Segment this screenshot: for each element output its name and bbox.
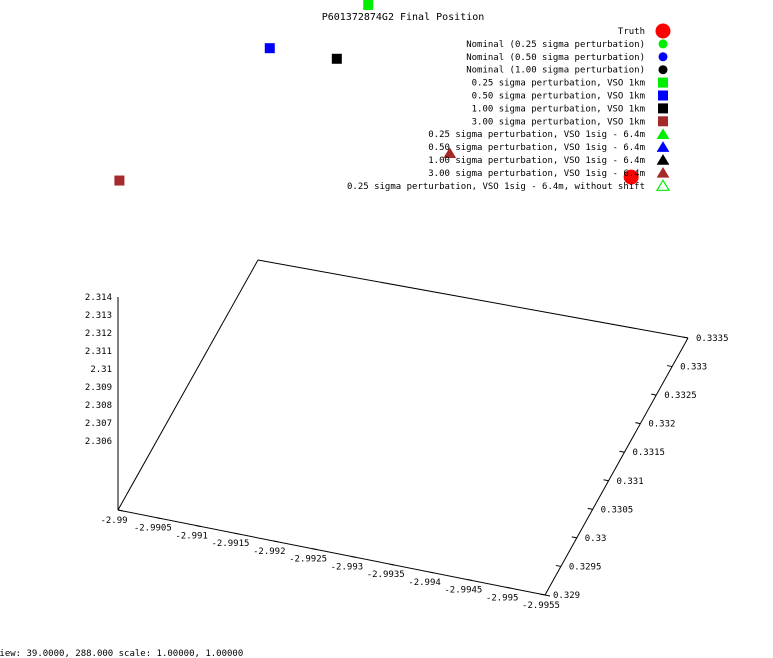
legend-marker	[656, 166, 670, 178]
x-tick-label: -2.991	[175, 531, 208, 541]
axes-frame	[117, 259, 689, 596]
legend-label: 1.00 sigma perturbation, VSO 1km	[472, 104, 645, 114]
legend-label: 0.50 sigma perturbation, VSO 1sig - 6.4m	[428, 143, 645, 153]
legend-marker	[656, 128, 670, 139]
data-point	[331, 53, 342, 64]
y-tick-mark	[651, 393, 657, 396]
y-axis-ticks: 0.329 0.3295 0.33 0.3305 0.331 0.3315 0.332 0.3…	[539, 334, 729, 601]
x-tick-mark	[195, 524, 201, 527]
z-tick-label: 2.313	[85, 311, 112, 321]
legend-marker	[658, 103, 668, 114]
legend-label: 0.50 sigma perturbation, VSO 1km	[472, 92, 645, 102]
legend-label: Nominal (0.50 sigma perturbation)	[466, 53, 645, 63]
x-tick-mark	[156, 517, 162, 520]
z-tick-label: 2.306	[85, 437, 112, 447]
data-point	[443, 147, 457, 159]
data-point	[623, 169, 639, 185]
z-tick-label: 2.31	[90, 365, 112, 375]
legend-marker	[658, 52, 668, 62]
y-tick-label: 0.3305	[601, 505, 634, 515]
y-tick-mark	[667, 365, 673, 368]
legend-label: Nominal (0.25 sigma perturbation)	[466, 40, 645, 50]
legend: Truth Nominal (0.25 sigma perturbation) No…	[347, 23, 671, 192]
legend-label: 0.25 sigma perturbation, VSO 1km	[472, 79, 645, 89]
x-axis-ticks: -2.99 -2.9905-2.991-2.9915 -2.992-2.9925 -2…	[100, 509, 560, 611]
x-tick-label: -2.9915	[211, 539, 249, 549]
y-tick-mark	[682, 336, 689, 339]
y-tick-mark	[571, 536, 577, 539]
y-tick-label: 0.3315	[632, 448, 665, 458]
y-tick-label: 0.3325	[664, 391, 697, 401]
legend-label: 3.00 sigma perturbation, VSO 1sig - 6.4m	[428, 169, 645, 179]
legend-label: Truth	[618, 27, 645, 37]
x-tick-mark	[311, 548, 318, 551]
legend-marker	[655, 179, 671, 191]
base-edge-far	[257, 259, 689, 339]
x-tick-label: -2.992	[253, 547, 286, 557]
legend-marker	[658, 77, 668, 88]
x-tick-mark	[234, 532, 240, 535]
legend-marker	[658, 39, 668, 49]
y-tick-mark	[539, 593, 546, 596]
y-tick-mark	[635, 422, 641, 425]
legend-label: Nominal (1.00 sigma perturbation)	[466, 66, 645, 76]
legend-label: 1.00 sigma perturbation, VSO 1sig - 6.4m	[428, 156, 645, 166]
z-tick-label: 2.312	[85, 329, 112, 339]
x-tick-label: -2.9955	[522, 601, 560, 611]
x-tick-label: -2.9925	[289, 555, 327, 565]
base-edge-near-left	[117, 259, 259, 511]
z-tick-label: 2.308	[85, 401, 112, 411]
legend-marker	[656, 141, 670, 152]
z-tick-label: 2.307	[85, 419, 112, 429]
z-tick-label: 2.311	[85, 347, 112, 357]
x-tick-label: -2.99	[100, 516, 127, 526]
y-tick-label: 0.3335	[696, 334, 729, 344]
x-tick-mark	[350, 555, 357, 558]
legend-marker	[656, 154, 670, 165]
x-axis-line	[117, 509, 546, 596]
z-tick-label: 2.314	[85, 293, 112, 303]
y-tick-label: 0.33	[585, 534, 607, 544]
legend-label: 0.25 sigma perturbation, VSO 1sig - 6.4m	[428, 130, 645, 140]
y-tick-label: 0.3295	[569, 562, 602, 572]
y-tick-mark	[555, 564, 561, 567]
y-tick-label: 0.331	[617, 477, 644, 487]
chart-title: P601372874G2 Final Position	[322, 12, 485, 23]
x-tick-mark	[389, 563, 395, 566]
legend-marker	[658, 65, 668, 75]
x-tick-mark	[467, 579, 473, 582]
data-point	[363, 0, 374, 11]
data-point	[114, 175, 125, 186]
legend-marker	[655, 23, 671, 39]
x-tick-mark	[117, 509, 124, 512]
z-axis-ticks: 2.306 2.307 2.308 2.309 2.31 2.311 2.312 2.313 2…	[85, 293, 112, 447]
view-readout: view: 39.0000, 288.000 scale: 1.00000, 1…	[0, 649, 243, 658]
legend-label: 0.25 sigma perturbation, VSO 1sig - 6.4m…	[347, 182, 645, 192]
x-tick-mark	[544, 594, 551, 597]
x-tick-mark	[428, 571, 434, 574]
y-tick-mark	[603, 479, 609, 482]
data-points	[114, 0, 639, 186]
x-tick-label: -2.995	[486, 593, 519, 603]
x-tick-label: -2.993	[331, 562, 364, 572]
x-tick-label: -2.9935	[367, 570, 405, 580]
legend-marker	[658, 90, 668, 101]
y-tick-mark	[619, 450, 625, 453]
x-tick-label: -2.9905	[134, 524, 172, 534]
legend-marker	[658, 116, 668, 127]
x-tick-label: -2.994	[408, 578, 441, 588]
y-tick-label: 0.329	[553, 591, 580, 601]
legend-label: 3.00 sigma perturbation, VSO 1km	[472, 117, 645, 127]
y-tick-label: 0.332	[648, 420, 675, 430]
z-tick-label: 2.309	[85, 383, 112, 393]
x-tick-mark	[506, 586, 512, 589]
x-tick-mark	[273, 540, 279, 543]
y-axis-line	[544, 337, 689, 596]
y-tick-mark	[587, 507, 593, 510]
x-tick-label: -2.9945	[444, 586, 482, 596]
y-tick-label: 0.333	[680, 363, 707, 373]
data-point	[264, 43, 275, 54]
